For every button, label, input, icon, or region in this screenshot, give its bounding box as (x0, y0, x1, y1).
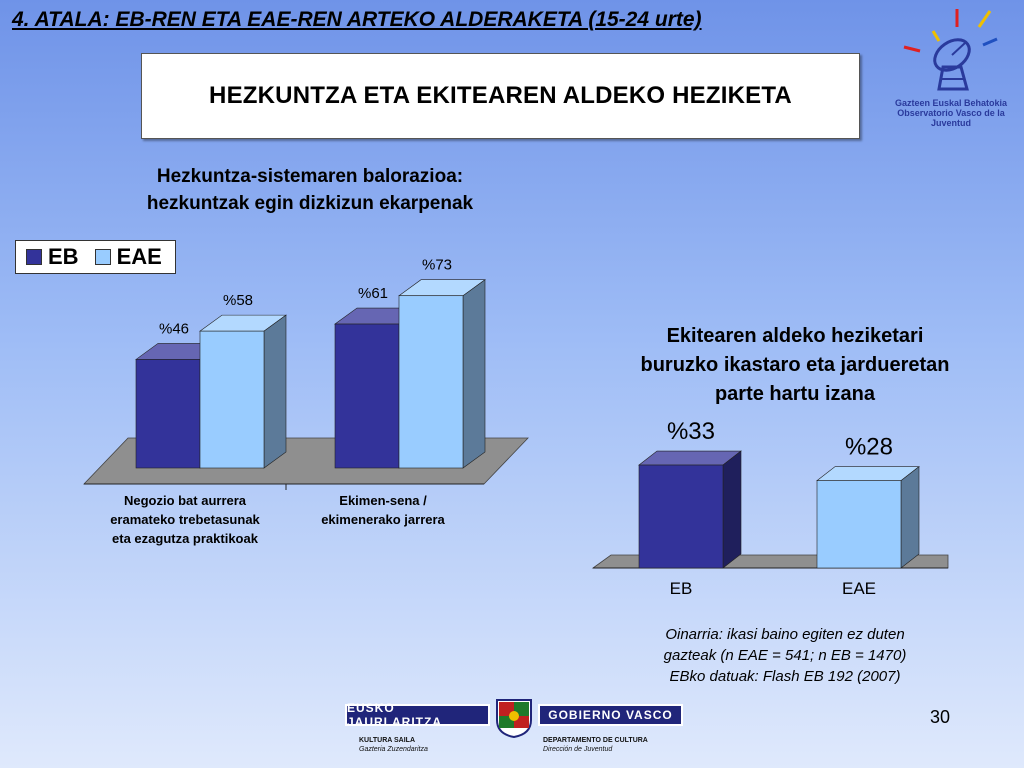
legend-item-eb: EB (26, 244, 79, 270)
section-title-box: HEZKUNTZA ETA EKITEAREN ALDEKO HEZIKETA (141, 53, 860, 139)
left-data-label-eae-0: %58 (223, 292, 253, 309)
left-category-label-0-1: eramateko trebetasunak (110, 512, 260, 527)
left-category-label-1-0: Ekimen-sena / (339, 493, 427, 508)
footer-right-text: DEPARTAMENTO DE CULTURA Dirección de Juv… (543, 736, 648, 754)
logo-line-1: Gazteen Euskal Behatokia (894, 98, 1008, 108)
logo-line-2: Observatorio Vasco de la Juventud (897, 108, 1005, 128)
left-data-label-eae-1: %73 (422, 257, 452, 274)
right-category-label-eb: EB (670, 579, 693, 598)
left-bar-eae-0-side (263, 314, 287, 469)
footnote-line-1: Oinarria: ikasi baino egiten ez duten (665, 626, 905, 643)
left-bar-eae-0-front (199, 330, 265, 469)
footer-band-left: EUSKO JAURLARITZA (345, 701, 490, 729)
left-category-label-1-1: ekimenerako jarrera (321, 512, 445, 527)
right-bar-eae (816, 466, 920, 569)
legend-swatch-eae (94, 249, 111, 265)
left-data-label-eb-0: %46 (159, 320, 189, 337)
footer-left-line-2: Gazteria Zuzendaritza (359, 746, 428, 753)
legend-swatch-eb (26, 249, 42, 265)
right-bar-eae-front (816, 480, 902, 569)
footer-left-text: KULTURA SAILA Gazteria Zuzendaritza (359, 736, 428, 754)
footnote: Oinarria: ikasi baino egiten ez duten ga… (610, 624, 960, 687)
left-chart-title: Hezkuntza-sistemaren balorazioa: hezkunt… (90, 163, 530, 217)
legend-label-eb: EB (48, 244, 79, 269)
left-chart-title-line-1: Hezkuntza-sistemaren balorazioa: (156, 166, 464, 187)
observatory-logo-text: Gazteen Euskal Behatokia Observatorio Va… (878, 98, 1024, 128)
footnote-line-3: EBko datuak: Flash EB 192 (2007) (669, 668, 901, 685)
legend-item-eae: EAE (94, 244, 162, 270)
left-bar-eae-1-side (462, 279, 486, 469)
right-bar-eae-side (900, 466, 920, 569)
left-category-label-0-2: eta ezagutza praktikoak (112, 531, 259, 546)
footer-left-line-1: KULTURA SAILA (359, 737, 415, 744)
left-bar-eb-0-front (135, 359, 201, 469)
footer-band-right: GOBIERNO VASCO (538, 704, 683, 726)
right-chart-title-line-3: parte hartu izana (714, 383, 876, 405)
footer-right-line-1: DEPARTAMENTO DE CULTURA (543, 737, 648, 744)
right-chart-title-line-1: Ekitearen aldeko heziketari (666, 325, 924, 347)
left-bar-eae-0 (199, 314, 287, 469)
left-chart-title-line-2: hezkuntzak egin dizkizun ekarpenak (146, 193, 474, 214)
page-number: 30 (930, 707, 951, 727)
coat-of-arms-icon (496, 699, 532, 739)
right-data-label-eae: %28 (845, 434, 893, 461)
chart-legend: EB EAE (15, 240, 176, 274)
right-bar-eb (638, 450, 742, 569)
left-bar-eb-1-front (334, 323, 400, 469)
right-data-label-eb: %33 (667, 418, 715, 445)
footer-right-line-2: Dirección de Juventud (543, 746, 613, 753)
government-footer: EUSKO JAURLARITZA GOBIERNO VASCO KULTURA… (345, 696, 683, 768)
slide-title: 4. ATALA: EB-REN ETA EAE-REN ARTEKO ALDE… (12, 8, 702, 31)
left-bar-eae-1-front (398, 295, 464, 469)
right-chart-title-line-2: buruzko ikastaro eta jardueretan (640, 354, 950, 376)
satellite-dish-icon (903, 9, 998, 91)
legend-label-eae: EAE (116, 244, 162, 269)
right-category-label-eae: EAE (842, 579, 876, 598)
right-bar-eb-front (638, 464, 724, 569)
section-title: HEZKUNTZA ETA EKITEAREN ALDEKO HEZIKETA (209, 82, 792, 109)
right-bar-eb-side (722, 450, 742, 569)
left-data-label-eb-1: %61 (358, 285, 388, 302)
left-bar-eae-1 (398, 279, 486, 469)
right-chart-title: Ekitearen aldeko heziketari buruzko ikas… (600, 322, 990, 409)
left-category-label-0-0: Negozio bat aurrera (124, 493, 247, 508)
footnote-line-2: gazteak (n EAE = 541; n EB = 1470) (663, 647, 907, 664)
